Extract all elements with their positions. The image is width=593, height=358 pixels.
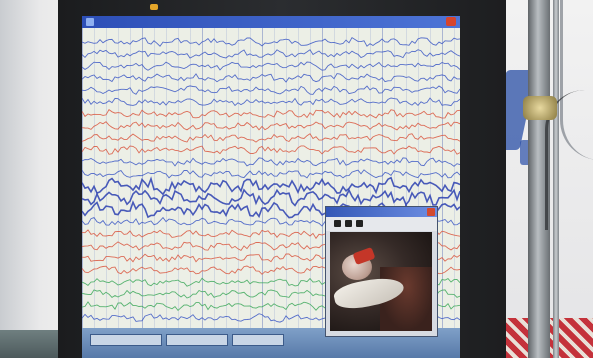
video-window-titlebar[interactable] bbox=[326, 207, 437, 217]
stand-clamp bbox=[523, 96, 557, 120]
record-icon[interactable] bbox=[334, 220, 341, 227]
eeg-trace bbox=[82, 176, 460, 196]
red-object bbox=[352, 246, 376, 266]
power-led bbox=[150, 4, 158, 10]
eeg-trace bbox=[82, 121, 460, 131]
cable-dark bbox=[545, 90, 593, 230]
status-field bbox=[232, 334, 284, 346]
eeg-trace bbox=[82, 145, 460, 155]
eeg-trace bbox=[82, 73, 460, 83]
status-field bbox=[90, 334, 162, 346]
camera-icon[interactable] bbox=[356, 220, 363, 227]
eeg-trace bbox=[82, 36, 460, 47]
video-toolbar bbox=[326, 217, 437, 231]
eeg-trace bbox=[82, 49, 460, 59]
eeg-window-titlebar bbox=[82, 16, 460, 28]
status-field bbox=[166, 334, 228, 346]
eeg-trace bbox=[82, 97, 460, 107]
eeg-trace bbox=[82, 157, 460, 167]
eeg-trace bbox=[82, 188, 460, 207]
video-close-button[interactable] bbox=[427, 208, 435, 216]
metal-stand-rod bbox=[553, 0, 559, 358]
patient-video-feed bbox=[330, 232, 432, 331]
eeg-trace bbox=[82, 85, 460, 95]
eeg-trace bbox=[82, 61, 460, 71]
metal-stand-pole bbox=[528, 0, 550, 358]
play-icon[interactable] bbox=[345, 220, 352, 227]
close-button[interactable] bbox=[446, 17, 456, 26]
eeg-trace bbox=[82, 108, 460, 119]
app-icon bbox=[86, 18, 94, 26]
eeg-trace bbox=[82, 133, 460, 143]
cable-light bbox=[560, 0, 593, 160]
eeg-trace bbox=[82, 169, 460, 179]
video-window[interactable] bbox=[325, 206, 438, 337]
